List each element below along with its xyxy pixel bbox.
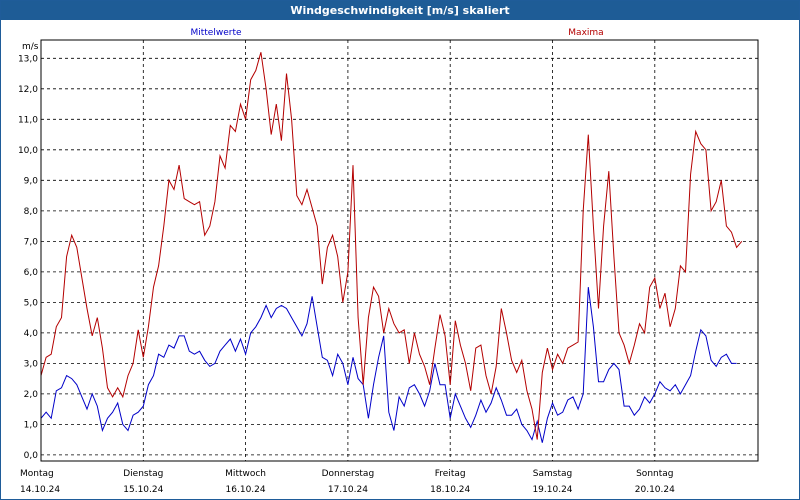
series-line-mittelwerte [40,287,737,443]
y-tick-label: 5,0 [24,298,39,308]
x-tick-day: Samstag [533,469,572,479]
y-axis-label: m/s [22,42,39,52]
x-tick-day: Mittwoch [225,469,266,479]
y-tick-label: 12,0 [18,85,38,95]
y-tick-label: 1,0 [24,420,39,430]
x-tick-date: 15.10.24 [123,485,163,495]
x-tick-day: Freitag [435,469,466,479]
y-tick-label: 8,0 [24,207,39,217]
y-tick-label: 0,0 [24,451,39,461]
y-tick-label: 10,0 [18,146,38,156]
y-tick-label: 2,0 [24,390,39,400]
x-tick-date: 19.10.24 [532,485,572,495]
y-tick-label: 4,0 [24,329,39,339]
x-tick-date: 16.10.24 [226,485,266,495]
y-tick-label: 11,0 [18,115,38,125]
x-tick-date: 18.10.24 [430,485,470,495]
legend-mittelwerte: Mittelwerte [190,28,241,38]
chart-title: Windgeschwindigkeit [m/s] skaliert [1,1,799,20]
plot-area [40,39,759,462]
y-tick-label: 6,0 [24,268,39,278]
y-tick-label: 7,0 [24,237,39,247]
x-tick-day: Montag [20,469,54,479]
x-tick-date: 17.10.24 [328,485,368,495]
x-tick-day: Dienstag [123,469,163,479]
legend-maxima: Maxima [568,28,603,38]
x-tick-date: 20.10.24 [635,485,675,495]
y-tick-label: 3,0 [24,359,39,369]
x-tick-day: Donnerstag [322,469,375,479]
y-tick-label: 13,0 [18,54,38,64]
x-tick-day: Sonntag [636,469,673,479]
y-tick-label: 9,0 [24,176,39,186]
x-tick-date: 14.10.24 [20,485,60,495]
series-line-maxima [40,52,743,440]
